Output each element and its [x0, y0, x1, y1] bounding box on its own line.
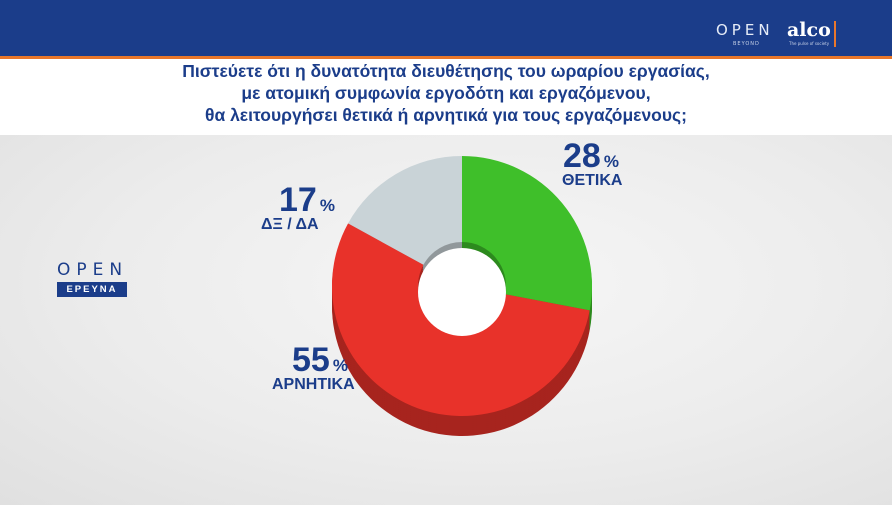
label-positive-name: ΘΕΤΙΚΑ [562, 172, 623, 189]
label-dk-name: ΔΞ / ΔΑ [261, 216, 319, 233]
header-bar [0, 0, 892, 56]
question-line-3: θα λειτουργήσει θετικά ή αρνητικά για το… [204, 105, 687, 125]
label-positive: 28% ΘΕΤΙΚΑ [562, 137, 623, 190]
question-line-1: Πιστεύετε ότι η δυνατότητα διευθέτησης τ… [182, 61, 710, 81]
label-positive-pct: % [603, 152, 619, 171]
header-accent-line [0, 56, 892, 59]
label-dk: 17% ΔΞ / ΔΑ [261, 181, 335, 234]
open-beyond-logo: OPEN [716, 21, 774, 39]
open-research-logo: OPEN ΕΡΕΥΝΑ [57, 260, 128, 297]
label-negative-value: 55 [292, 341, 330, 379]
brand-divider [834, 21, 836, 47]
alco-logo: alco [787, 19, 831, 41]
label-negative: 55% ΑΡΝΗΤΙΚΑ [272, 341, 355, 394]
donut-slice-0 [462, 156, 592, 311]
open-research-word: OPEN [57, 260, 129, 280]
alco-tagline: The pulse of society [789, 41, 830, 46]
label-negative-name: ΑΡΝΗΤΙΚΑ [272, 376, 355, 393]
label-dk-value: 17 [279, 181, 317, 219]
label-dk-pct: % [319, 196, 335, 215]
donut-slice-2 [348, 156, 462, 265]
question-line-2: με ατομική συμφωνία εργοδότη και εργαζόμ… [241, 83, 651, 103]
label-positive-value: 28 [563, 137, 601, 175]
open-beyond-tagline: BEYOND [733, 41, 760, 47]
survey-question: Πιστεύετε ότι η δυνατότητα διευθέτησης τ… [40, 60, 852, 126]
donut-hole [418, 248, 506, 336]
open-research-tag: ΕΡΕΥΝΑ [57, 282, 127, 297]
donut-slice-1 [331, 223, 590, 417]
label-negative-pct: % [332, 356, 348, 375]
